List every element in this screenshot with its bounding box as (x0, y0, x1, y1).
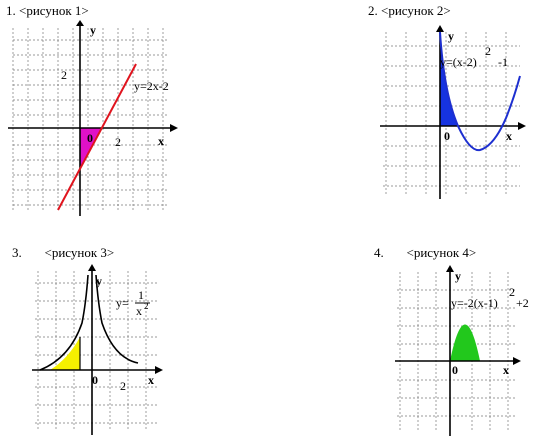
y-tick-label: 2 (61, 68, 67, 82)
x-tick-label: 2 (115, 135, 121, 149)
shaded-region (450, 324, 480, 361)
function-formula: y=-2(x-1) (451, 296, 498, 310)
figure-4-caption: 4. <рисунок 4> (374, 245, 477, 260)
figure-4-graph: y x 0 y=-2(x-1) 2 +2 (395, 265, 529, 436)
formula-denominator: x (136, 304, 142, 318)
figure-2-graph: y x 0 y=(x-2) 2 -1 (380, 25, 526, 199)
origin-label: 0 (444, 129, 450, 143)
origin-label: 0 (87, 131, 93, 145)
function-line (57, 63, 137, 211)
y-axis-label: y (96, 274, 102, 288)
function-curve (439, 31, 521, 152)
origin-label: 0 (92, 373, 98, 387)
formula-numerator: 1 (138, 288, 144, 302)
formula-tail: -1 (498, 55, 508, 69)
formula-exponent: 2 (509, 285, 515, 299)
x-axis-label: x (148, 373, 154, 387)
y-axis-label: y (455, 269, 461, 283)
formula-denominator-exp: 2 (144, 301, 149, 311)
formula-exponent: 2 (485, 44, 491, 58)
x-axis-label: x (506, 129, 512, 143)
x-axis-label: x (503, 363, 509, 377)
figure-1-caption: 1. <рисунок 1> (6, 3, 89, 18)
formula-tail: +2 (516, 296, 529, 310)
x-tick-label: 2 (120, 379, 126, 393)
figure-2-caption: 2. <рисунок 2> (368, 3, 451, 18)
function-formula: y=2x-2 (134, 79, 169, 93)
formula-y: y= (116, 296, 129, 310)
function-curve-left (39, 274, 89, 371)
y-axis-label: y (448, 29, 454, 43)
figure-3-caption: 3. <рисунок 3> (12, 245, 115, 260)
x-axis-label: x (158, 134, 164, 148)
y-axis-label: y (90, 23, 96, 37)
shaded-region (50, 337, 80, 370)
figure-1-graph: y x 2 2 0 y=2x-2 (8, 20, 178, 216)
figure-3-graph: y x 2 0 y= 1 x 2 (32, 264, 163, 435)
shaded-region (440, 32, 458, 126)
function-curve-right (95, 274, 139, 364)
function-formula: y=(x-2) (440, 55, 477, 69)
origin-label: 0 (452, 363, 458, 377)
